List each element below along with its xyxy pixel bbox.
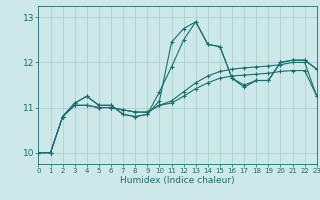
X-axis label: Humidex (Indice chaleur): Humidex (Indice chaleur) xyxy=(120,176,235,185)
